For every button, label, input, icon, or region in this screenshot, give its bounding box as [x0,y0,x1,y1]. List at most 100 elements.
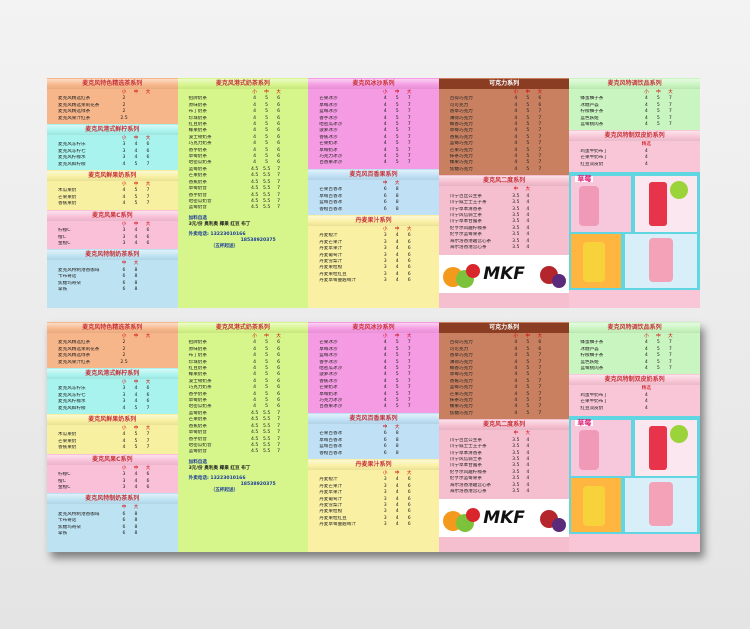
menu-item: 香芋冰沙 4 5 7 [311,360,436,366]
item-price: 4 [134,240,138,246]
item-name: 香芋冰沙 [319,115,338,121]
item-name: 蓝莓冰沙 [319,109,338,115]
size-header: 小中大 [311,471,436,477]
menu-item: 蓝莓奶茶 4.5 5.5 7 [181,411,306,417]
size-header: 中大 [442,187,567,193]
item-name: 百香果冰沙 [319,404,343,410]
item-price: 6 [277,154,281,160]
item-price: 4 [526,212,530,218]
item-name: 香芋冰沙 [319,359,338,365]
menu-item: 香蕉巧克力 4 5 7 [442,135,567,141]
item-price: 7 [668,359,672,365]
item-price: 5.5 [262,192,271,198]
menu-item: 原味奶茶 4 5 6 [181,347,306,353]
item-name: 草莓百香冰 [319,437,343,443]
item-price: 7 [277,423,281,429]
item-name: 川宁风信骑士茶 [449,212,482,218]
section-title: 麦克风特调饮品系列 [569,79,700,89]
item-price: 4 [526,444,530,450]
size-label: 大 [525,431,531,437]
item-name: 芒果牛奶布丁 [580,399,608,405]
item-price: 5.5 [262,423,271,429]
item-price: 7 [668,115,672,121]
item-name: 可可克力 [449,346,469,352]
item-price: 4 [253,102,257,108]
item-name: 柠檬C [58,228,71,234]
item-price: 8 [395,193,399,199]
item-price: 4 [395,502,399,508]
item-price: 4 [383,141,387,147]
size-label: 小 [121,426,127,432]
item-price: 5 [526,410,530,416]
item-price: 4 [526,488,530,494]
menu-item: 菠萝冰沙 4 5 7 [311,128,436,134]
item-name: 丹麦草莓蔓越莓汁 [319,278,356,284]
item-price: 4 [644,122,648,128]
item-price: 3 [122,484,126,490]
item-name: 川宁百丝公主茶 [449,437,482,443]
item-price: 6 [122,518,126,524]
item-price: 4 [395,496,399,502]
item-name: 焦糖巧克力 [449,410,473,416]
menu-item: 焦糖巧克力 4 5 7 [442,167,567,173]
item-name: 海尔洛香港趣宫心茶 [449,238,492,244]
menu-item: 川宁风信骑士茶 3.5 4 [442,213,567,219]
menu-item: 麦克风果汁红茶 2.5 [50,116,175,122]
item-name: 川宁草本甘露茶 [449,463,482,469]
item-price: 2 [122,109,126,115]
item-name: 卡布奇诺 [58,518,77,524]
item-price: 7 [668,353,672,359]
menu-item: 可可克力 4 5 6 [442,347,567,353]
item-price: 7 [538,147,542,153]
item-price: 4.5 [250,410,259,416]
menu-item: 麦克风鲜柠檬 4 5 7 [50,162,175,168]
size-header: 小中大 [50,380,175,386]
item-name: 蓝莓奶昔 [188,449,207,455]
menu-item: 哈密瓜奶昔 4.5 5.5 7 [181,443,306,449]
menu-item: 抹茶巧克力 4 5 7 [442,398,567,404]
size-label: 大 [668,334,673,339]
menu-section: 麦克风果C系列小中大柠檬C 3 4 6 橙C 3 4 6 金橙C 3 4 6 [47,209,178,250]
size-label: 中 [133,182,139,188]
item-name: 麦克风果汁红茶 [58,359,91,365]
item-name: 草莓奶昔 [188,186,207,192]
item-price: 5 [395,96,399,102]
item-name: 麦克风鲜柠檬 [58,405,86,411]
item-price: 4.5 [250,179,259,185]
item-price: 6 [277,160,281,166]
size-header: 小中大 [311,334,436,340]
item-name: 椰果奶茶 [188,372,207,378]
menu-section: 麦克风鲜果奶系列小中大木瓜果奶 4 5 7 芒果果奶 4 5 7 香蕉果奶 4 5 7 [47,170,178,210]
item-price: 7 [538,372,542,378]
item-price: 5 [265,359,269,365]
menu-item: 鸡蛋牛奶布丁 4 [572,149,697,155]
menu-item: 蜂蜜柚子茶 4 5 7 [572,96,697,102]
item-price: 5 [395,404,399,410]
item-name: 丹麦葡萄汁 [319,496,343,502]
item-name: 麦克风柠檬水 [58,399,86,405]
item-price: 6 [407,239,411,245]
menu-section: 麦克风果C系列小中大柠檬C 3 4 6 橙C 3 4 6 金橙C 3 4 6 [47,453,178,494]
item-name: 芒果百香冰 [319,431,343,437]
item-price: 5 [526,128,530,134]
item-price: 7 [668,340,672,346]
menu-item: 焦糖玛奇朵 6 8 [50,525,175,531]
size-label: 大 [537,90,543,95]
menu-item: 麦克风精选红茶 2 [50,96,175,102]
item-price: 4 [514,353,518,359]
item-price: 7 [146,161,150,167]
note: （五杯起送） [210,244,239,250]
item-price: 4 [122,201,126,207]
item-name: 草莓冰沙 [319,102,338,108]
item-price: 3.5 [512,225,520,231]
item-price: 4 [395,258,399,264]
section-title: 麦克风港式鲜柠系列 [47,125,178,136]
item-price: 5 [526,353,530,359]
item-name: 川宁草本清香茶 [449,450,482,456]
item-price: 6 [383,444,387,450]
menu-item: 香芋奶茶 4 5 6 [181,148,306,154]
item-price: 5 [265,109,269,115]
size-label: 大 [133,505,139,511]
item-price: 6 [122,267,126,273]
item-price: 7 [538,128,542,134]
